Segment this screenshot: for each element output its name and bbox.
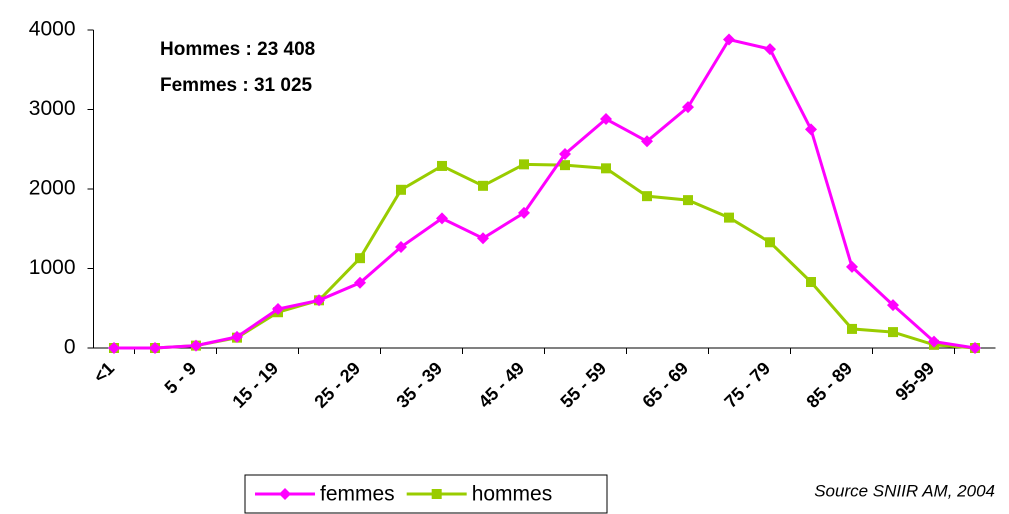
data-point bbox=[149, 342, 161, 354]
data-point bbox=[641, 135, 653, 148]
data-point bbox=[436, 212, 448, 225]
data-point bbox=[559, 148, 571, 161]
data-point bbox=[519, 159, 529, 170]
data-point bbox=[396, 184, 406, 195]
data-point bbox=[355, 253, 365, 264]
data-point bbox=[600, 113, 612, 126]
x-tick-label: 15 - 19 bbox=[228, 358, 282, 412]
data-point bbox=[765, 237, 775, 248]
data-point bbox=[478, 180, 488, 191]
data-point bbox=[683, 195, 693, 206]
y-tick-label: 2000 bbox=[29, 177, 76, 200]
data-point bbox=[724, 212, 734, 223]
x-tick-label: 65 - 69 bbox=[638, 358, 692, 412]
x-tick-label: 75 - 79 bbox=[720, 358, 774, 412]
series-line bbox=[114, 37, 976, 350]
data-point bbox=[190, 339, 202, 352]
data-point bbox=[806, 277, 816, 288]
data-point bbox=[642, 191, 652, 202]
data-point bbox=[354, 276, 366, 289]
y-tick-label: 1000 bbox=[29, 256, 76, 279]
y-tick-label: 3000 bbox=[29, 97, 76, 120]
x-tick-label: 35 - 39 bbox=[392, 358, 446, 412]
x-tick-label: <1 bbox=[90, 358, 119, 387]
x-tick-label: 45 - 49 bbox=[474, 358, 528, 412]
data-point bbox=[723, 33, 735, 46]
data-point bbox=[313, 294, 325, 307]
data-point bbox=[847, 323, 857, 334]
legend-label: hommes bbox=[472, 483, 553, 506]
data-point bbox=[231, 330, 243, 343]
data-point bbox=[682, 101, 694, 114]
annotation: Hommes : 23 408 bbox=[160, 39, 315, 60]
data-point bbox=[805, 123, 817, 136]
data-point bbox=[601, 163, 611, 174]
x-tick-label: 55 - 59 bbox=[556, 358, 610, 412]
data-point bbox=[928, 335, 940, 348]
x-tick-label: 85 - 89 bbox=[802, 358, 856, 412]
data-point bbox=[477, 232, 489, 245]
data-point bbox=[560, 160, 570, 171]
data-point bbox=[272, 303, 284, 316]
data-point bbox=[518, 206, 530, 219]
data-point bbox=[764, 43, 776, 56]
data-point bbox=[395, 241, 407, 254]
x-tick-label: 25 - 29 bbox=[310, 358, 364, 412]
data-point bbox=[437, 160, 447, 171]
y-tick-label: 0 bbox=[64, 336, 76, 359]
data-point bbox=[846, 260, 858, 273]
data-point bbox=[887, 299, 899, 312]
data-point bbox=[108, 342, 120, 354]
legend-marker bbox=[431, 489, 442, 499]
data-point bbox=[888, 327, 898, 338]
annotation: Femmes : 31 025 bbox=[160, 75, 313, 96]
data-point bbox=[969, 342, 981, 354]
source: Source SNIIR AM, 2004 bbox=[814, 481, 995, 500]
legend-marker bbox=[279, 488, 291, 500]
y-tick-label: 4000 bbox=[29, 18, 76, 41]
x-tick-label: 5 - 9 bbox=[161, 358, 201, 398]
legend-label: femmes bbox=[320, 483, 395, 506]
x-tick-label: 95-99 bbox=[891, 358, 938, 405]
series-line bbox=[114, 162, 976, 350]
